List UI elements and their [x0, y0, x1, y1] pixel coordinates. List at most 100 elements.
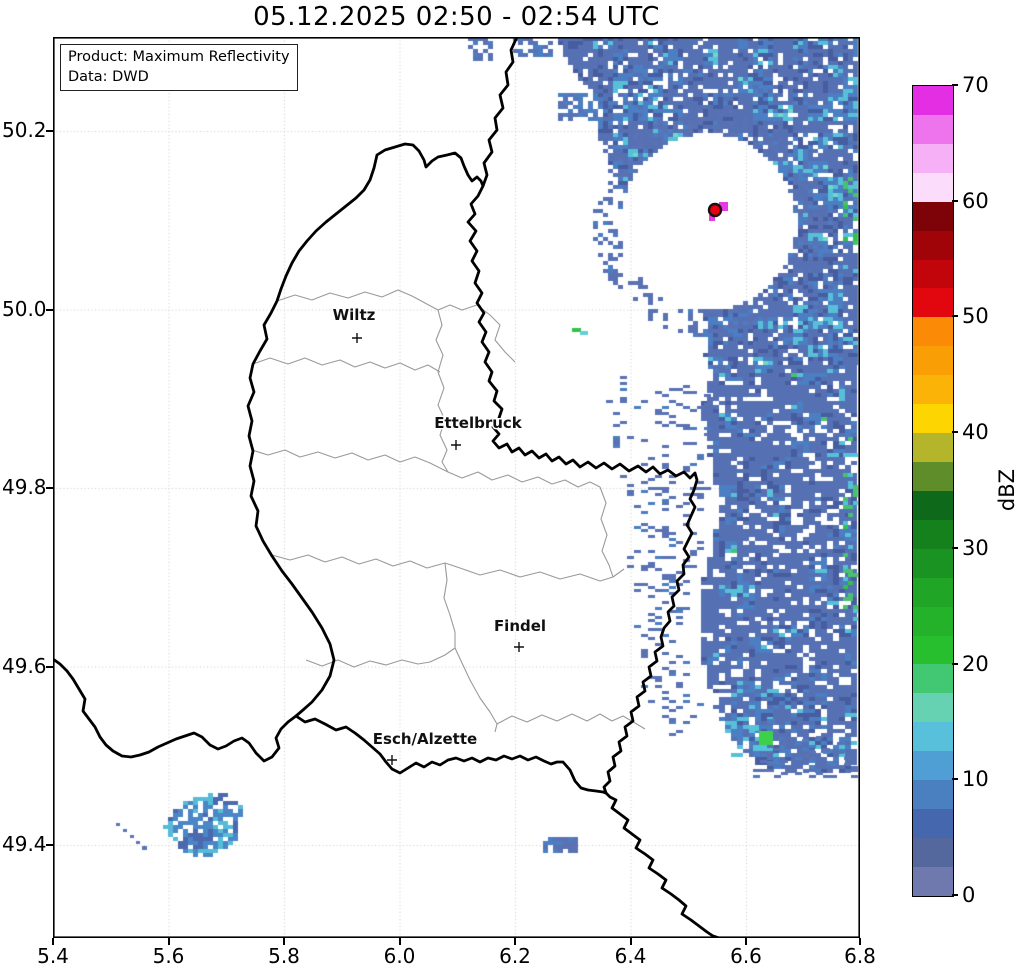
- product-info-line1: Product: Maximum Reflectivity: [68, 49, 290, 65]
- colorbar-tick-mark: [952, 894, 958, 896]
- colorbar-segment: [913, 259, 953, 289]
- colorbar-segment: [913, 86, 953, 115]
- colorbar-tick-label: 40: [962, 420, 989, 445]
- city-marker: [387, 755, 397, 765]
- x-tick-label: 6.8: [844, 944, 876, 968]
- colorbar-tick-label: 30: [962, 535, 989, 560]
- x-tick-label: 5.8: [268, 944, 300, 968]
- colorbar-tick-mark: [952, 431, 958, 434]
- y-tick-mark: [46, 665, 53, 668]
- country-border: [481, 37, 519, 188]
- y-tick-label: 49.4: [2, 832, 47, 856]
- x-tick-mark: [167, 938, 170, 945]
- country-border: [246, 142, 699, 795]
- colorbar-tick-label: 10: [962, 767, 989, 792]
- city-label: Findel: [494, 617, 546, 635]
- map-plot-area: Wiltz Ettelbruck Findel Esch/Alzette: [53, 37, 860, 938]
- x-tick-mark: [745, 938, 747, 945]
- colorbar-segment: [913, 201, 953, 231]
- colorbar-segment: [913, 404, 953, 434]
- colorbar-segment: [913, 809, 953, 838]
- colorbar-segment: [913, 780, 953, 810]
- city-label: Ettelbruck: [434, 414, 523, 432]
- colorbar-segment: [913, 230, 953, 260]
- colorbar-segment: [913, 693, 953, 723]
- colorbar-segment: [913, 548, 953, 578]
- district-border: [476, 304, 516, 363]
- district-border: [271, 554, 461, 569]
- y-tick-mark: [46, 130, 53, 132]
- station-magenta-pixel: [719, 202, 728, 211]
- city-label: Esch/Alzette: [373, 730, 477, 748]
- country-border: [53, 657, 298, 763]
- city-marker: [514, 642, 524, 652]
- district-border: [252, 357, 441, 373]
- colorbar-segment: [913, 490, 953, 520]
- colorbar-segment: [913, 722, 953, 752]
- colorbar-tick-mark: [952, 84, 958, 86]
- y-tick-label: 50.0: [2, 296, 47, 321]
- colorbar-segment: [913, 172, 953, 202]
- district-border: [443, 562, 498, 733]
- y-tick-mark: [46, 308, 53, 311]
- colorbar-segment: [913, 461, 953, 491]
- product-info-line2: Data: DWD: [68, 69, 149, 85]
- x-tick-mark: [629, 938, 632, 945]
- city-marker: [451, 440, 461, 450]
- colorbar-segment: [913, 143, 953, 173]
- y-tick-label: 50.2: [2, 118, 47, 142]
- colorbar-unit-label: dBZ: [995, 468, 1019, 512]
- x-tick-label: 5.4: [37, 944, 69, 968]
- colorbar-tick-label: 50: [962, 304, 989, 329]
- x-tick-label: 6.6: [730, 944, 762, 968]
- x-tick-label: 5.6: [152, 944, 185, 968]
- page-title: 05.12.2025 02:50 - 02:54 UTC: [253, 2, 660, 32]
- colorbar-segment: [913, 751, 953, 781]
- x-tick-mark: [52, 938, 54, 945]
- station-magenta-pixel: [709, 215, 715, 221]
- y-tick-label: 49.6: [2, 653, 47, 678]
- colorbar-tick-mark: [952, 546, 958, 549]
- map-borders-svg: Wiltz Ettelbruck Findel Esch/Alzette: [53, 37, 860, 938]
- radar-echo-canvas: [53, 37, 860, 938]
- colorbar-tick-label: 0: [962, 883, 976, 907]
- colorbar-segment: [913, 866, 953, 896]
- y-tick-mark: [46, 844, 53, 846]
- colorbar-segment: [913, 288, 953, 318]
- colorbar-tick-mark: [952, 662, 958, 665]
- colorbar-tick-mark: [952, 315, 958, 318]
- district-border: [305, 647, 456, 668]
- x-tick-mark: [859, 938, 861, 945]
- y-tick-label: 49.8: [2, 475, 47, 499]
- colorbar-segment: [913, 114, 953, 144]
- country-border: [604, 791, 721, 938]
- y-tick-mark: [46, 487, 53, 489]
- radar-station-dot: [707, 202, 723, 218]
- x-tick-mark: [283, 938, 285, 945]
- colorbar-segment: [913, 317, 953, 347]
- colorbar-segment: [913, 837, 953, 867]
- district-border: [496, 713, 646, 730]
- plot-frame: [53, 37, 860, 938]
- colorbar-segment: [913, 606, 953, 636]
- district-border: [599, 486, 614, 578]
- colorbar-segment: [913, 519, 953, 549]
- colorbar-segment: [913, 346, 953, 376]
- colorbar-tick-label: 20: [962, 651, 989, 676]
- colorbar-segment: [913, 433, 953, 462]
- colorbar-segment: [913, 635, 953, 665]
- city-marker: [352, 333, 362, 343]
- colorbar-segment: [913, 664, 953, 694]
- colorbar-segment: [913, 375, 953, 405]
- colorbar-tick-label: 70: [962, 73, 989, 97]
- x-tick-label: 6.2: [499, 944, 531, 968]
- colorbar: [912, 85, 954, 897]
- colorbar-segment: [913, 577, 953, 607]
- colorbar-tick-label: 60: [962, 188, 989, 213]
- district-border: [251, 449, 601, 488]
- x-tick-mark: [398, 938, 401, 945]
- district-border: [435, 309, 449, 473]
- district-border: [459, 567, 625, 582]
- x-tick-label: 6.0: [383, 944, 416, 968]
